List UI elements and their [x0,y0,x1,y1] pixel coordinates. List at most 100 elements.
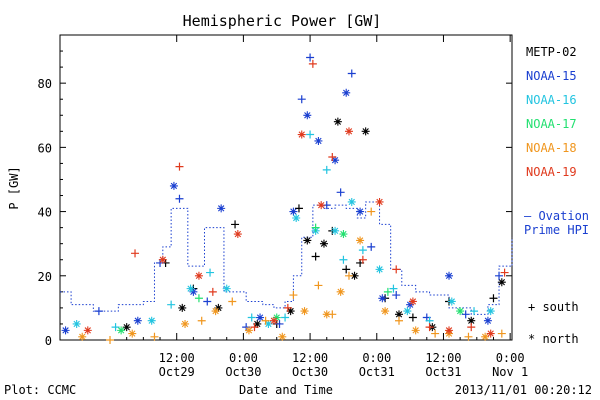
noaa-16-point [375,265,384,274]
y-tick-label: 40 [38,206,52,220]
metp-02-point [342,265,351,274]
metp-02-point [122,323,131,332]
axes: 02040608012:00Oct290:00Oct3012:00Oct300:… [38,34,528,379]
legend-entry: NOAA-15 [526,69,577,83]
plot-frame [59,34,513,341]
plot-timestamp: 2013/11/01 00:20:12 [455,383,592,397]
metp-02-point [489,294,498,303]
noaa-15-point [275,319,284,328]
noaa-17-point [272,313,281,322]
noaa-15-point [297,95,306,104]
legend-north-marker: * north [528,332,579,346]
x-tick-label-time: 12:00 [292,351,328,365]
chart-title: Hemispheric Power [GW] [183,12,382,30]
noaa-16-point [447,297,456,306]
noaa-19-point [269,316,278,325]
noaa-16-point [292,214,301,222]
metp-02-point [311,252,320,261]
ovation-hpi-line [60,201,513,315]
metp-02-point [294,204,303,213]
hpi-line-group [60,201,513,315]
noaa-15-point [392,291,401,300]
noaa-19-point [297,130,306,139]
metp-02-point [231,220,240,229]
x-tick-label-date: Nov 1 [492,365,528,379]
noaa-18-point [314,281,323,290]
legend-ovation-hpi: — Ovation [524,209,589,223]
noaa-19-point [328,153,337,161]
noaa-15-point [306,53,315,62]
noaa-16-point [358,246,367,255]
noaa-17-point [383,287,392,296]
noaa-19-point [392,265,401,274]
noaa-19-point [250,323,259,332]
noaa-19-point [425,323,434,332]
noaa-17-point [311,223,320,232]
noaa-16-point [347,197,356,206]
noaa-17-point [456,307,465,316]
noaa-18-point [395,316,403,325]
noaa-16-point [306,130,315,139]
noaa-18-point [128,329,137,338]
noaa-15-point [133,316,142,325]
noaa-18-point [300,307,309,316]
noaa-15-point [203,297,212,306]
noaa-19-point [131,249,140,258]
noaa-15-point [367,242,376,251]
metp-02-point [395,310,403,319]
y-tick-label: 60 [38,141,52,155]
metp-02-point [303,236,312,245]
noaa-15-point [175,194,184,203]
noaa-18-point [197,316,206,325]
metp-02-point [497,278,506,287]
noaa-18-point [150,332,159,341]
noaa-18-point [261,316,270,325]
noaa-15-point [289,207,298,216]
noaa-15-point [169,181,178,190]
noaa-19-point [408,297,417,306]
noaa-16-point [339,255,348,264]
noaa-19-point [445,326,454,335]
noaa-15-point [483,316,492,325]
noaa-15-point [303,111,312,120]
metp-02-point [350,271,359,280]
noaa-15-point [495,271,504,280]
x-tick-label-date: Oct31 [359,365,395,379]
noaa-19-point [208,287,217,296]
noaa-18-point [322,310,331,319]
noaa-19-point [158,255,167,264]
y-tick-label: 80 [38,77,52,91]
noaa-18-point [381,307,390,316]
noaa-19-point [375,197,384,206]
x-tick-label-time: 0:00 [496,351,525,365]
noaa-19-point [344,127,353,136]
noaa-18-point [106,336,115,344]
noaa-16-point [222,284,231,293]
noaa-18-point [464,332,473,341]
noaa-19-point [486,329,495,338]
noaa-15-point [61,326,70,335]
legend: METP-02 NOAA-15 NOAA-16 NOAA-17 NOAA-18 NOAA-… [524,45,589,346]
x-tick-label-date: Oct30 [292,365,328,379]
noaa-16-point [186,284,195,293]
noaa-16-point [486,307,495,316]
noaa-18-point [211,307,220,316]
legend-south-marker: + south [528,300,579,314]
metp-02-point [361,127,370,136]
noaa-15-point [342,88,351,97]
legend-entry: NOAA-16 [526,93,577,107]
noaa-16-point [147,316,156,325]
metp-02-point [253,319,262,328]
noaa-19-point [83,326,92,335]
metp-02-point [319,239,328,248]
legend-entry: NOAA-18 [526,141,577,155]
noaa-16-point [281,313,290,322]
x-axis-label: Date and Time [239,383,333,397]
noaa-16-point [264,319,273,328]
noaa-19-point [317,201,326,210]
noaa-15-point [378,294,387,303]
noaa-15-point [189,287,198,296]
noaa-19-point [358,255,367,264]
x-tick-label-date: Oct30 [225,365,261,379]
noaa-18-point [328,310,337,319]
